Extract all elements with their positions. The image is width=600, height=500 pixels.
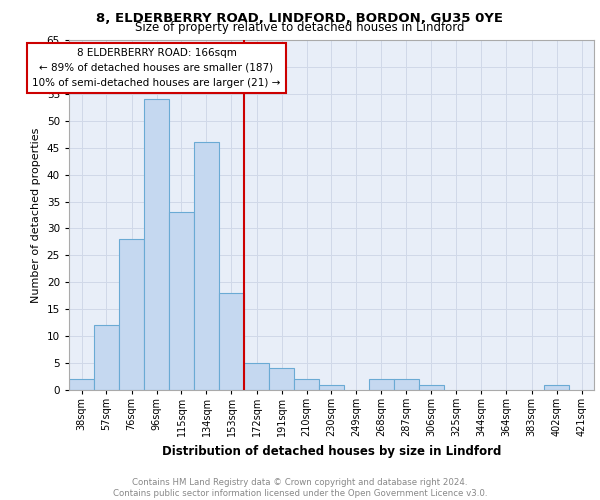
Bar bbox=[269, 368, 294, 390]
Bar bbox=[369, 379, 394, 390]
Bar bbox=[119, 239, 144, 390]
Bar bbox=[394, 379, 419, 390]
X-axis label: Distribution of detached houses by size in Lindford: Distribution of detached houses by size … bbox=[162, 444, 501, 458]
Bar bbox=[69, 379, 94, 390]
Bar bbox=[144, 99, 169, 390]
Bar bbox=[169, 212, 194, 390]
Text: 8, ELDERBERRY ROAD, LINDFORD, BORDON, GU35 0YE: 8, ELDERBERRY ROAD, LINDFORD, BORDON, GU… bbox=[97, 12, 503, 24]
Bar bbox=[544, 384, 569, 390]
Bar bbox=[319, 384, 344, 390]
Text: 8 ELDERBERRY ROAD: 166sqm
← 89% of detached houses are smaller (187)
10% of semi: 8 ELDERBERRY ROAD: 166sqm ← 89% of detac… bbox=[32, 48, 281, 88]
Bar bbox=[194, 142, 219, 390]
Text: Contains HM Land Registry data © Crown copyright and database right 2024.
Contai: Contains HM Land Registry data © Crown c… bbox=[113, 478, 487, 498]
Bar bbox=[294, 379, 319, 390]
Y-axis label: Number of detached properties: Number of detached properties bbox=[31, 128, 41, 302]
Bar bbox=[244, 363, 269, 390]
Bar bbox=[94, 326, 119, 390]
Bar bbox=[219, 293, 244, 390]
Bar bbox=[419, 384, 444, 390]
Text: Size of property relative to detached houses in Lindford: Size of property relative to detached ho… bbox=[135, 22, 465, 35]
